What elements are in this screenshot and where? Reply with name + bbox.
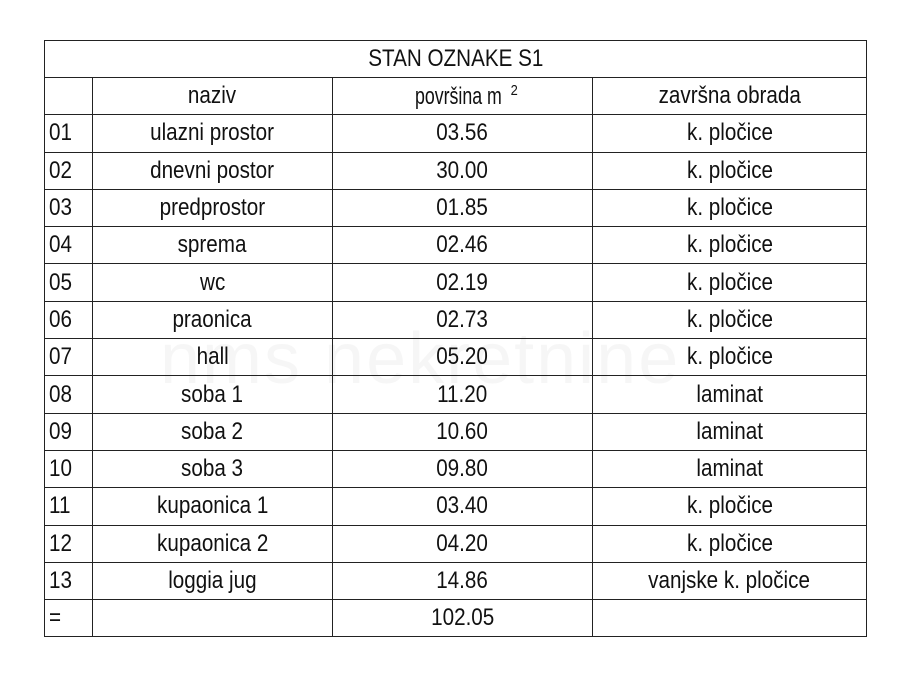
room-name: predprostor	[92, 188, 333, 228]
room-finish: k. pločice	[591, 114, 868, 153]
room-name: wc	[92, 263, 333, 302]
room-number: 08	[44, 375, 93, 414]
room-number: 03	[44, 188, 93, 228]
room-name: kupaonica 2	[92, 524, 333, 563]
room-area: 09.80	[332, 449, 593, 489]
table-row: 10 soba 3 09.80 laminat	[44, 449, 868, 489]
room-name: soba 1	[92, 375, 333, 414]
total-row: = 102.05	[44, 599, 868, 638]
room-name: soba 2	[92, 412, 333, 451]
table-row: 02 dnevni postor 30.00 k. pločice	[44, 151, 868, 190]
room-finish: laminat	[591, 375, 868, 414]
header-finish: završna obrada	[591, 76, 868, 116]
room-finish: k. pločice	[591, 263, 868, 302]
room-finish: k. pločice	[591, 226, 868, 265]
table-title: STAN OZNAKE S1	[43, 40, 868, 78]
table-row: 13 loggia jug 14.86 vanjske k. pločice	[44, 561, 868, 601]
room-number: 01	[44, 114, 93, 153]
room-area: 05.20	[332, 338, 593, 377]
room-name: hall	[92, 338, 333, 377]
room-finish: k. pločice	[591, 151, 868, 190]
room-number: 06	[44, 300, 93, 340]
room-name: ulazni prostor	[92, 114, 333, 153]
room-area: 11.20	[332, 375, 593, 414]
room-name: dnevni postor	[92, 151, 333, 190]
room-number: 12	[44, 524, 93, 563]
room-number: 09	[44, 412, 93, 451]
room-name: loggia jug	[92, 561, 333, 601]
room-area: 03.56	[332, 114, 593, 153]
room-number: 13	[44, 561, 93, 601]
table-row: 08 soba 1 11.20 laminat	[44, 375, 868, 414]
room-finish: k. pločice	[591, 524, 868, 563]
room-name: kupaonica 1	[92, 487, 333, 526]
table-row: 07 hall 05.20 k. pločice	[44, 338, 868, 377]
room-finish: laminat	[591, 412, 868, 451]
room-number: 11	[44, 487, 93, 526]
room-number: 02	[44, 151, 93, 190]
table-row: 12 kupaonica 2 04.20 k. pločice	[44, 524, 868, 563]
table-row: 09 soba 2 10.60 laminat	[44, 412, 868, 451]
room-number: 10	[44, 449, 93, 489]
room-finish: laminat	[591, 449, 868, 489]
room-name: praonica	[92, 300, 333, 340]
table-row: 04 sprema 02.46 k. pločice	[44, 226, 868, 265]
room-area: 02.46	[332, 226, 593, 265]
total-symbol: =	[44, 599, 93, 638]
room-finish: k. pločice	[591, 188, 868, 228]
room-finish: vanjske k. pločice	[591, 561, 868, 601]
room-name: sprema	[92, 226, 333, 265]
room-finish: k. pločice	[591, 338, 868, 377]
room-number: 05	[44, 263, 93, 302]
table-title-row: STAN OZNAKE S1	[43, 40, 868, 78]
room-number: 04	[44, 226, 93, 265]
room-area: 01.85	[332, 188, 593, 228]
room-area: 03.40	[332, 487, 593, 526]
table-row: 05 wc 02.19 k. pločice	[44, 263, 868, 302]
room-finish: k. pločice	[591, 300, 868, 340]
room-name: soba 3	[92, 449, 333, 489]
room-area: 02.73	[332, 300, 593, 340]
table-row: 03 predprostor 01.85 k. pločice	[44, 188, 868, 228]
total-empty	[92, 599, 333, 638]
table-row: 06 praonica 02.73 k. pločice	[44, 300, 868, 340]
table-row: 11 kupaonica 1 03.40 k. pločice	[44, 487, 868, 526]
header-num	[44, 76, 93, 116]
room-area: 04.20	[332, 524, 593, 563]
total-empty	[591, 599, 868, 638]
room-area: 10.60	[332, 412, 593, 451]
room-area: 02.19	[332, 263, 593, 302]
room-area: 14.86	[332, 561, 593, 601]
room-finish: k. pločice	[591, 487, 868, 526]
room-number: 07	[44, 338, 93, 377]
header-name: naziv	[92, 76, 333, 116]
room-area: 30.00	[332, 151, 593, 190]
total-area: 102.05	[332, 599, 593, 638]
table-row: 01 ulazni prostor 03.56 k. pločice	[44, 114, 868, 153]
